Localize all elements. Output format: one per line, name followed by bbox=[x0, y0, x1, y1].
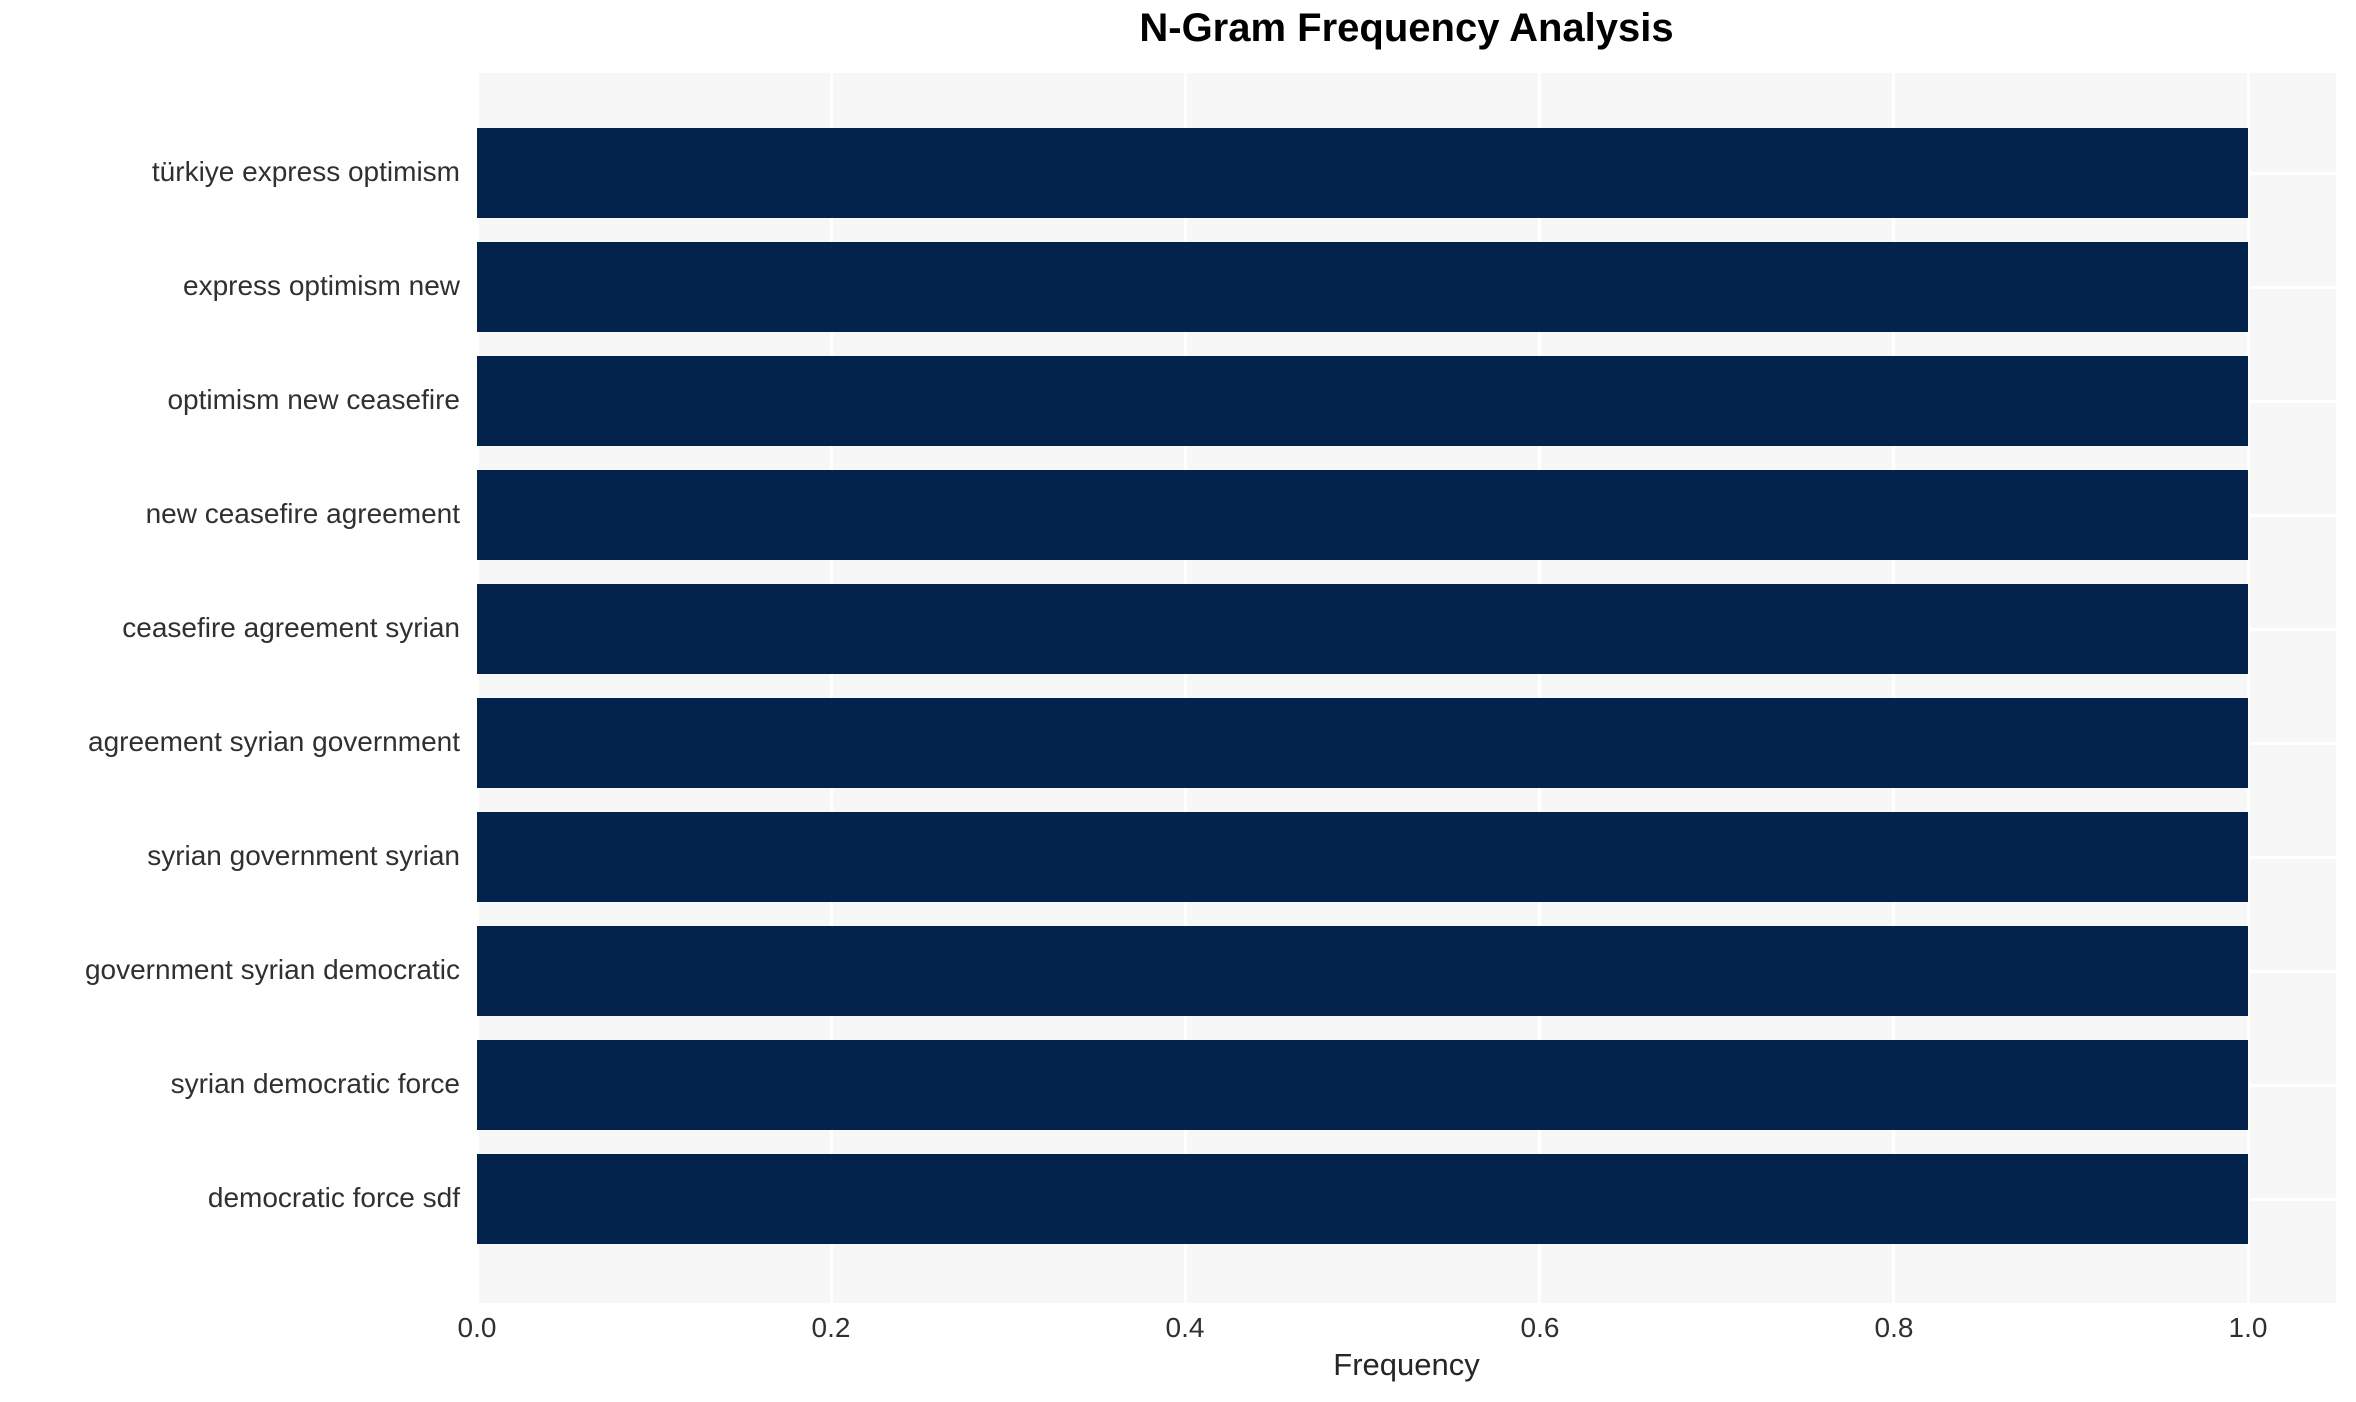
bar bbox=[477, 356, 2248, 446]
bar bbox=[477, 1040, 2248, 1130]
x-tick-label: 0.4 bbox=[1165, 1312, 1205, 1343]
y-tick-label: new ceasefire agreement bbox=[145, 498, 460, 529]
y-tick-label: express optimism new bbox=[183, 270, 460, 301]
bar bbox=[477, 470, 2248, 560]
bar bbox=[477, 698, 2248, 788]
y-tick-label: syrian government syrian bbox=[147, 840, 460, 871]
bar bbox=[477, 584, 2248, 674]
chart-title: N-Gram Frequency Analysis bbox=[1139, 6, 1674, 50]
bar bbox=[477, 242, 2248, 332]
gridline-vertical bbox=[1538, 73, 1541, 1303]
y-tick-label: democratic force sdf bbox=[207, 1182, 460, 1213]
y-tick-label: government syrian democratic bbox=[84, 954, 460, 985]
bar bbox=[477, 926, 2248, 1016]
bar bbox=[477, 812, 2248, 902]
bar bbox=[477, 128, 2248, 218]
x-tick-label: 0.0 bbox=[457, 1312, 497, 1343]
x-axis-title: Frequency bbox=[1333, 1347, 1480, 1382]
x-tick-label: 0.6 bbox=[1520, 1312, 1560, 1343]
y-tick-label: ceasefire agreement syrian bbox=[122, 612, 460, 643]
x-tick-label: 1.0 bbox=[2228, 1312, 2268, 1343]
gridline-vertical bbox=[2247, 73, 2250, 1303]
gridline-vertical bbox=[1892, 73, 1895, 1303]
x-tick-label: 0.8 bbox=[1874, 1312, 1914, 1343]
plot-area bbox=[476, 73, 2336, 1303]
gridline-vertical bbox=[1184, 73, 1187, 1303]
gridline-vertical bbox=[830, 73, 833, 1303]
y-tick-label: türkiye express optimism bbox=[151, 156, 460, 187]
y-tick-label: optimism new ceasefire bbox=[167, 384, 460, 415]
y-tick-label: syrian democratic force bbox=[170, 1068, 460, 1099]
x-tick-label: 0.2 bbox=[811, 1312, 851, 1343]
y-tick-label: agreement syrian government bbox=[88, 726, 460, 757]
bar bbox=[477, 1154, 2248, 1244]
gridline-vertical bbox=[476, 73, 479, 1303]
